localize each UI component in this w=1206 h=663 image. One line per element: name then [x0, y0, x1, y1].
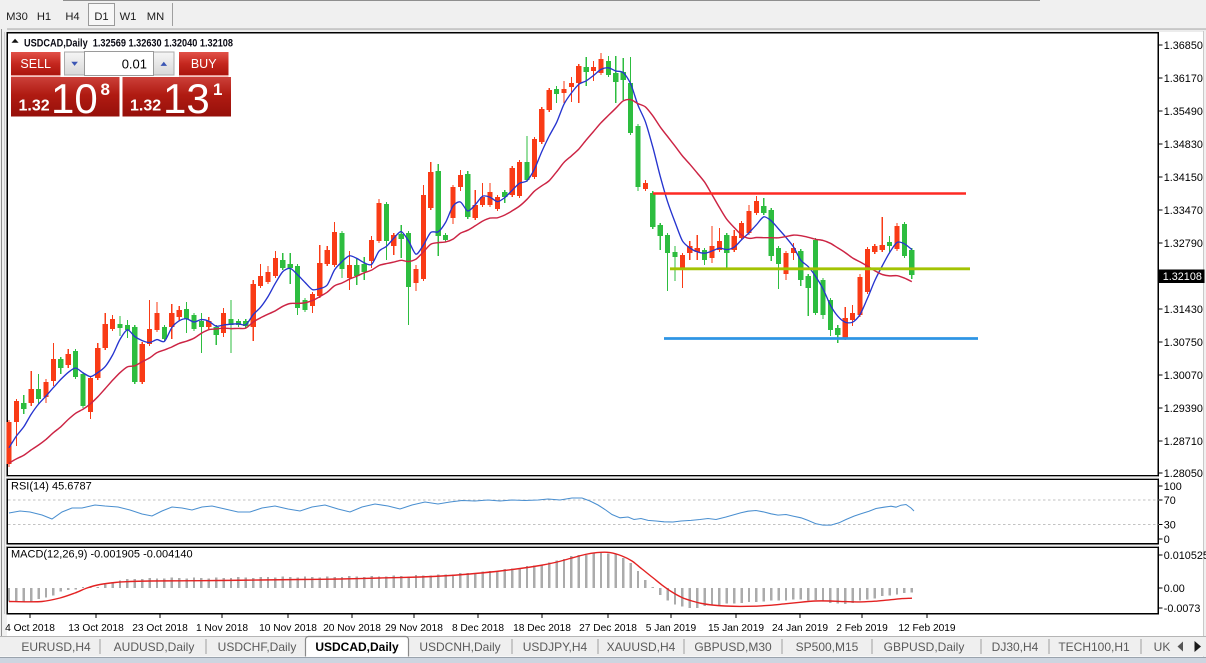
- svg-text:1.31430: 1.31430: [1164, 304, 1203, 316]
- svg-text:MACD(12,26,9) -0.001905 -0.004: MACD(12,26,9) -0.001905 -0.004140: [11, 549, 193, 561]
- svg-text:1.29390: 1.29390: [1164, 403, 1203, 415]
- svg-text:-0.0073: -0.0073: [1164, 603, 1201, 615]
- svg-text:MN: MN: [147, 11, 164, 23]
- svg-text:30: 30: [1164, 519, 1176, 531]
- svg-text:27 Dec 2018: 27 Dec 2018: [579, 623, 637, 634]
- svg-text:1 Nov 2018: 1 Nov 2018: [196, 623, 248, 634]
- svg-text:1.32108: 1.32108: [1163, 271, 1202, 283]
- svg-text:10 Nov 2018: 10 Nov 2018: [259, 623, 317, 634]
- svg-text:20 Nov 2018: 20 Nov 2018: [323, 623, 381, 634]
- svg-text:USDCNH,Daily: USDCNH,Daily: [419, 640, 500, 654]
- svg-text:USDJPY,H4: USDJPY,H4: [523, 640, 588, 654]
- svg-text:USDCHF,Daily: USDCHF,Daily: [218, 640, 297, 654]
- svg-text:23 Oct 2018: 23 Oct 2018: [132, 623, 188, 634]
- svg-text:TECH100,H1: TECH100,H1: [1058, 640, 1130, 654]
- svg-text:1.34150: 1.34150: [1164, 172, 1203, 184]
- svg-text:W1: W1: [120, 11, 137, 23]
- svg-text:5 Jan 2019: 5 Jan 2019: [646, 623, 697, 634]
- svg-text:1.35490: 1.35490: [1164, 106, 1203, 118]
- svg-text:1.32: 1.32: [130, 98, 161, 115]
- svg-text:13 Oct 2018: 13 Oct 2018: [68, 623, 124, 634]
- svg-text:H1: H1: [37, 11, 51, 23]
- svg-text:13: 13: [163, 75, 210, 122]
- svg-text:AUDUSD,Daily: AUDUSD,Daily: [114, 640, 195, 654]
- svg-text:8: 8: [101, 80, 110, 99]
- svg-text:8 Dec 2018: 8 Dec 2018: [452, 623, 504, 634]
- svg-text:GBPUSD,Daily: GBPUSD,Daily: [884, 640, 965, 654]
- svg-text:29 Nov 2018: 29 Nov 2018: [385, 623, 443, 634]
- svg-text:USDCAD,Daily 1.32569 1.32630: USDCAD,Daily 1.32569 1.32630 1.32040 1.3…: [24, 38, 233, 50]
- svg-text:EURUSD,H4: EURUSD,H4: [21, 640, 91, 654]
- svg-text:1.36850: 1.36850: [1164, 40, 1203, 52]
- svg-text:UK: UK: [1154, 640, 1171, 654]
- svg-text:1: 1: [213, 80, 222, 99]
- svg-text:1.28710: 1.28710: [1164, 436, 1203, 448]
- svg-text:D1: D1: [94, 11, 108, 23]
- svg-text:4 Oct 2018: 4 Oct 2018: [5, 623, 55, 634]
- svg-text:1.30750: 1.30750: [1164, 337, 1203, 349]
- svg-text:M30: M30: [6, 11, 28, 23]
- svg-text:70: 70: [1164, 495, 1176, 507]
- svg-text:100: 100: [1164, 481, 1182, 493]
- svg-text:H4: H4: [65, 11, 79, 23]
- svg-text:1.33470: 1.33470: [1164, 205, 1203, 217]
- svg-text:SP500,M15: SP500,M15: [796, 640, 859, 654]
- svg-text:RSI(14) 45.6787: RSI(14) 45.6787: [11, 481, 92, 493]
- svg-text:0.010525: 0.010525: [1164, 550, 1206, 562]
- svg-text:USDCAD,Daily: USDCAD,Daily: [315, 640, 399, 654]
- svg-text:XAUUSD,H4: XAUUSD,H4: [607, 640, 676, 654]
- svg-text:10: 10: [51, 75, 98, 122]
- svg-text:SELL: SELL: [20, 57, 51, 71]
- svg-text:1.32790: 1.32790: [1164, 238, 1203, 250]
- svg-text:0.01: 0.01: [122, 57, 147, 72]
- svg-text:1.36170: 1.36170: [1164, 73, 1203, 85]
- svg-text:2 Feb 2019: 2 Feb 2019: [836, 623, 888, 634]
- svg-text:1.32: 1.32: [19, 98, 50, 115]
- svg-text:18 Dec 2018: 18 Dec 2018: [513, 623, 571, 634]
- svg-text:BUY: BUY: [191, 57, 217, 71]
- svg-text:1.34830: 1.34830: [1164, 139, 1203, 151]
- svg-text:0: 0: [1164, 534, 1170, 546]
- svg-text:GBPUSD,M30: GBPUSD,M30: [694, 640, 772, 654]
- svg-text:1.30070: 1.30070: [1164, 370, 1203, 382]
- svg-text:15 Jan 2019: 15 Jan 2019: [708, 623, 764, 634]
- svg-text:24 Jan 2019: 24 Jan 2019: [772, 623, 828, 634]
- svg-text:DJ30,H4: DJ30,H4: [992, 640, 1039, 654]
- svg-text:1.28050: 1.28050: [1164, 468, 1203, 480]
- svg-text:0.00: 0.00: [1164, 583, 1185, 595]
- svg-text:12 Feb 2019: 12 Feb 2019: [898, 623, 956, 634]
